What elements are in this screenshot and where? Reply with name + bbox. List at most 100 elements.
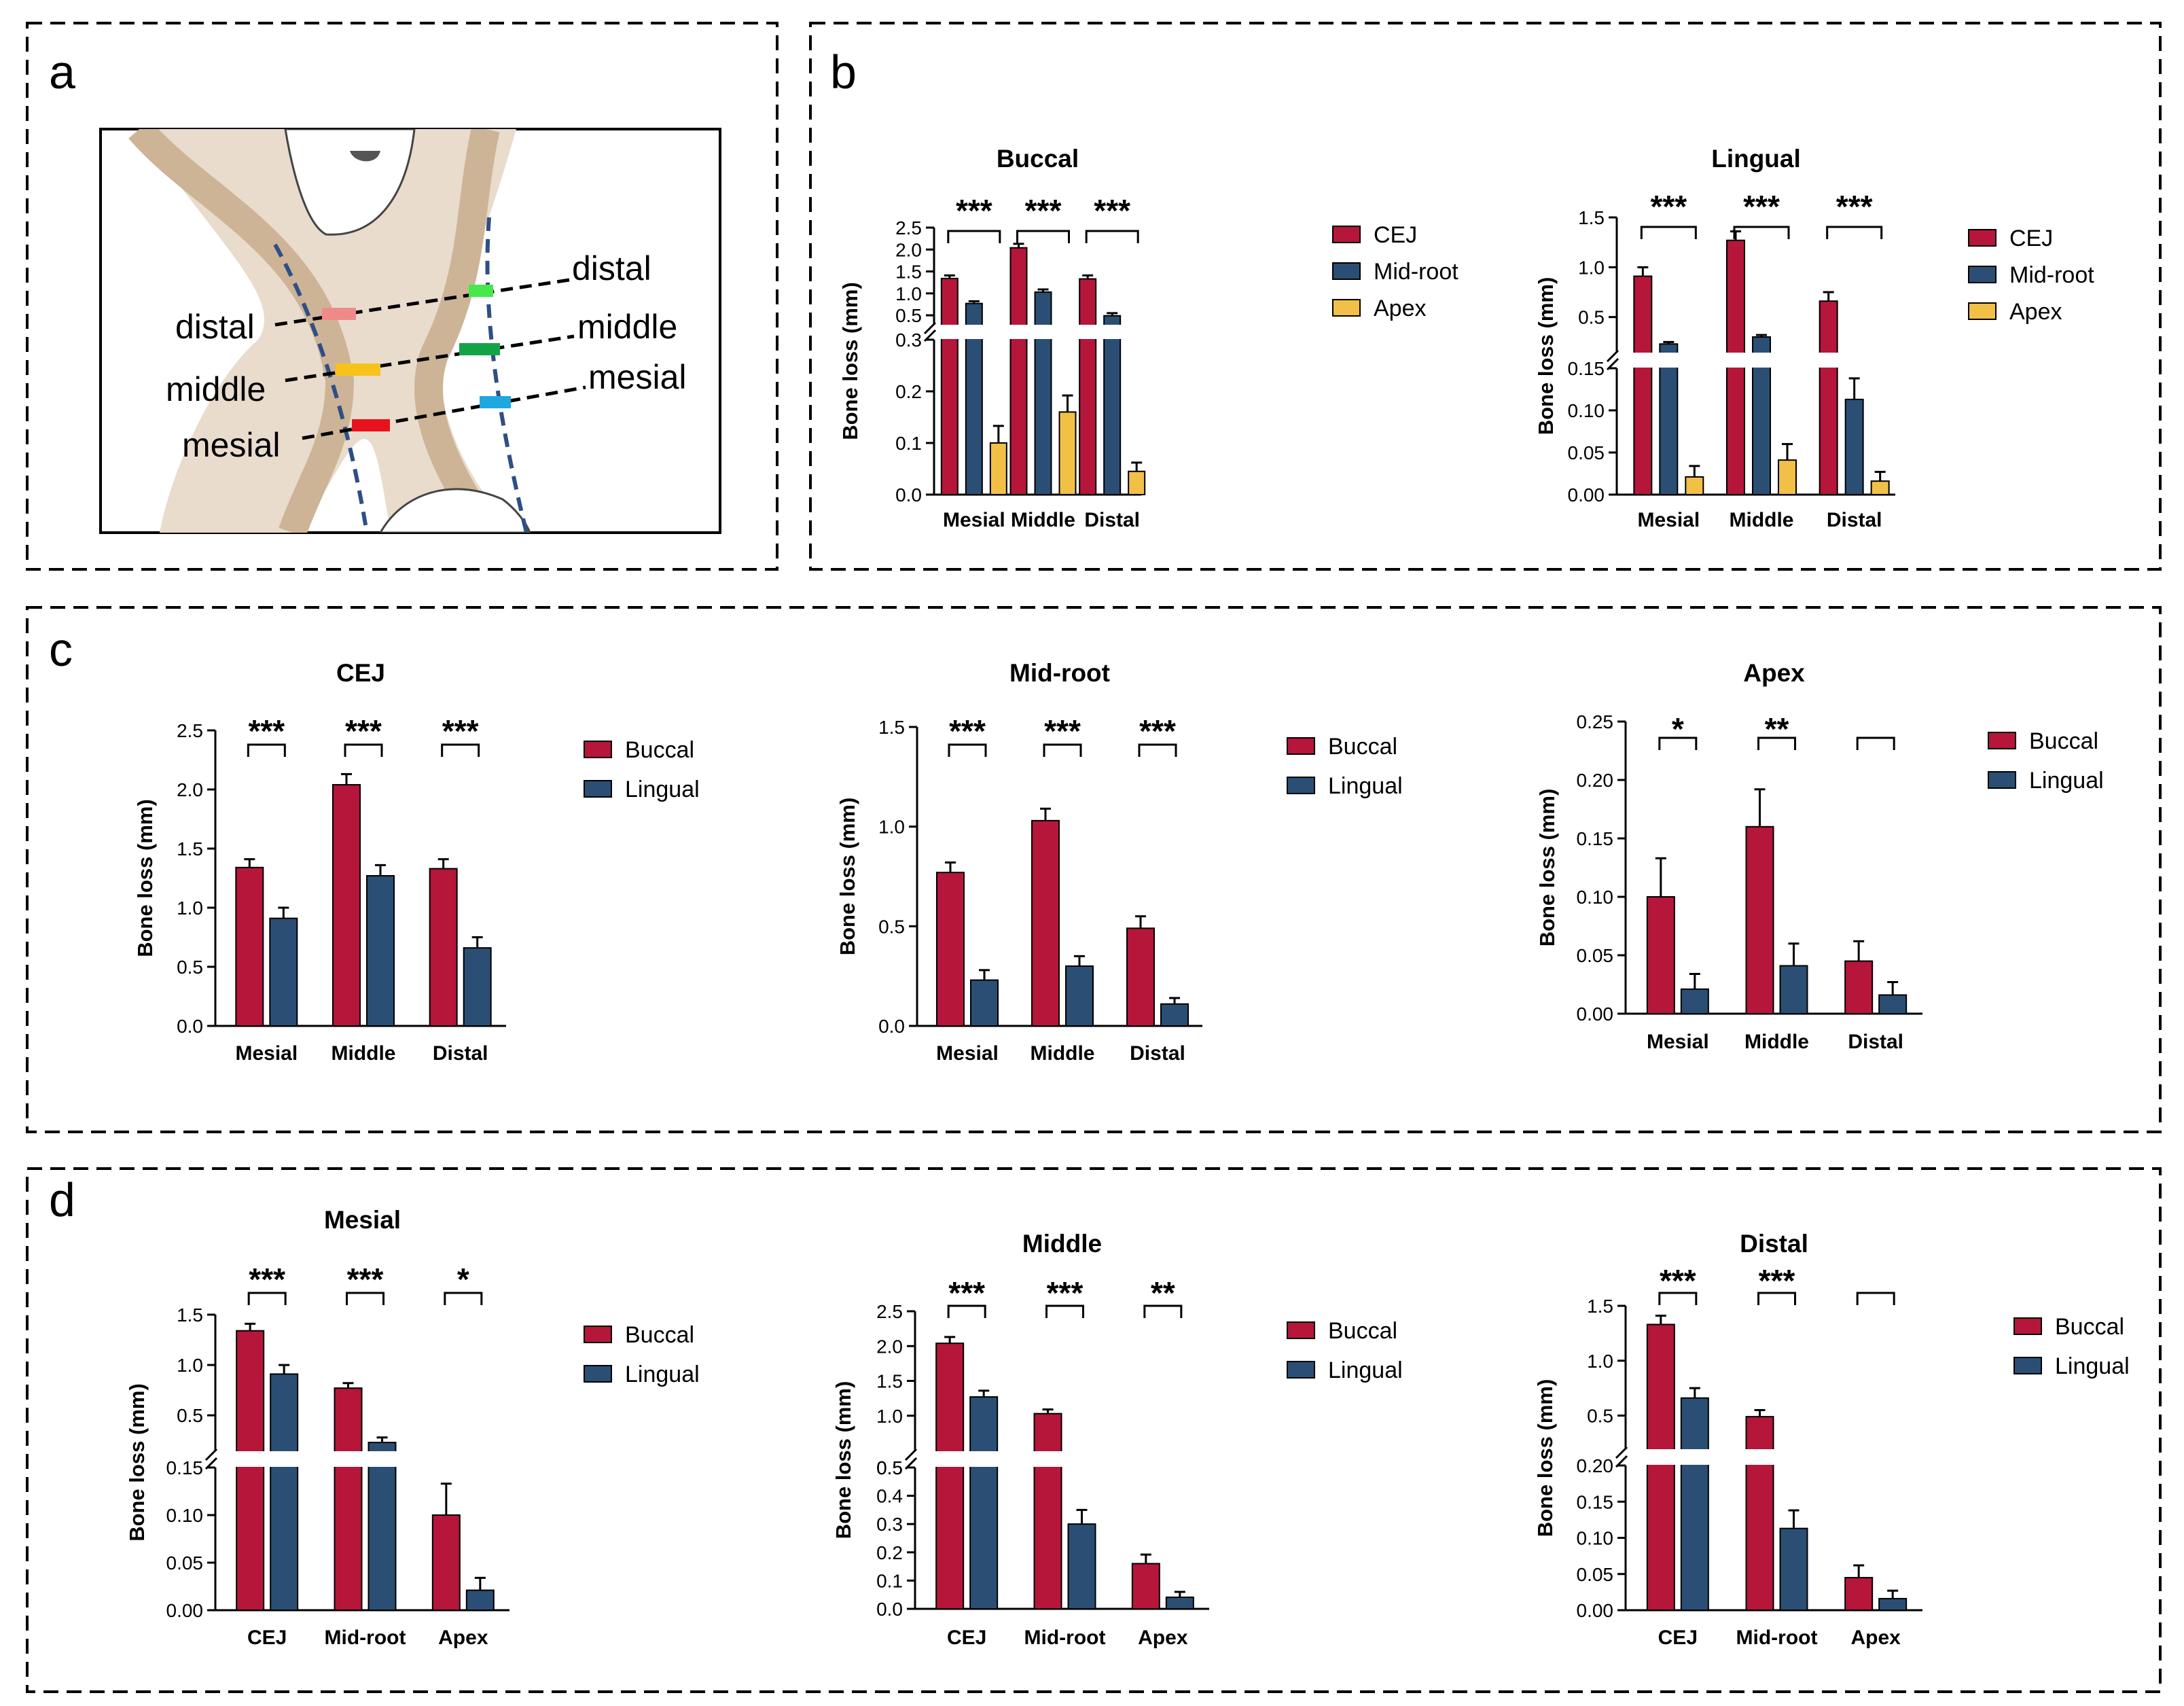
bar-lingual-apex	[1878, 1597, 1908, 1611]
y-axis-label: Bone loss (mm)	[1533, 1379, 1557, 1538]
x-tick-label: Mid-root	[1736, 1627, 1818, 1649]
x-tick-label: Apex	[1850, 1627, 1901, 1649]
y-tick-label: 0.10	[1568, 400, 1605, 421]
tooth-dark-spot	[350, 151, 380, 162]
bar-buccal-mid-root	[1745, 1416, 1774, 1611]
chart-d1: Mesial Bone loss (mm) 0.00 0.05 0.10 0.15 0.5 1…	[125, 1206, 700, 1649]
x-tick-label: Middle	[1011, 509, 1075, 531]
legend-label: Buccal	[1328, 734, 1397, 760]
x-tick-label: Mesial	[235, 1042, 298, 1065]
y-tick-label: 0.0	[177, 1016, 203, 1037]
y-tick-label: 0.00	[1568, 484, 1605, 505]
bar-apex-middle	[1778, 459, 1797, 495]
x-tick-label: Apex	[438, 1627, 488, 1649]
bar-buccal-distal	[1126, 927, 1155, 1027]
axis-break-mark	[204, 1448, 218, 1461]
y-axis-label: Bone loss (mm)	[1535, 789, 1559, 947]
significance-bracket	[444, 1292, 483, 1305]
significance-stars: ***	[949, 713, 986, 749]
legend-swatch-buccal	[2013, 1317, 2042, 1335]
y-tick-label: 1.5	[177, 838, 203, 859]
y-tick-label: 0.25	[1577, 711, 1614, 732]
legend-label: Apex	[1374, 296, 1427, 321]
axis-break-gap	[1644, 1449, 1711, 1465]
x-tick-label: Distal	[1084, 509, 1140, 531]
significance-stars: ***	[442, 713, 479, 749]
y-tick-label: 0.20	[1577, 770, 1614, 791]
y-tick-label: 0.3	[895, 330, 922, 351]
legend-label: Lingual	[2029, 768, 2104, 794]
legend-swatch-mid-root	[1332, 262, 1361, 280]
significance-bracket	[247, 743, 286, 757]
axis-break-mark	[923, 321, 937, 335]
x-tick-label: Distal	[1848, 1031, 1903, 1053]
y-tick-label: 1.0	[1578, 257, 1605, 278]
axis-break-gap	[1842, 1449, 1910, 1465]
y-tick-label: 0.5	[177, 957, 203, 978]
legend-swatch-lingual	[1287, 1361, 1315, 1379]
significance-bracket	[948, 743, 987, 757]
label-right-mesial: mesial	[588, 358, 686, 396]
y-tick-label: 0.5	[1587, 1406, 1613, 1427]
axis-break-gap	[1724, 353, 1799, 368]
panel-c-frame	[26, 606, 2162, 1133]
section-line-middle	[285, 334, 575, 383]
label-right-distal: distal	[572, 249, 651, 287]
y-tick-label: 1.0	[1587, 1351, 1613, 1372]
bar-buccal-mid-root	[1033, 1412, 1062, 1610]
legend-label: Buccal	[625, 737, 694, 763]
legend-swatch-cej	[1332, 226, 1361, 243]
y-tick-label: 0.05	[1577, 1564, 1614, 1585]
chart-title: CEJ	[336, 659, 385, 687]
bar-buccal-middle	[1031, 819, 1060, 1027]
y-tick-label: 0.5	[876, 1457, 903, 1478]
axis-break-gap	[933, 1451, 1001, 1467]
axis-break-gap	[1129, 1451, 1196, 1467]
significance-stars: *	[457, 1262, 469, 1297]
ligament-band-right	[414, 129, 501, 533]
significance-stars: ***	[1025, 193, 1062, 228]
y-tick-label: 0.05	[1568, 442, 1605, 463]
y-tick-label: 0.15	[1568, 358, 1605, 379]
bar-lingual-mesial	[269, 917, 298, 1027]
legend-label: Buccal	[2055, 1314, 2124, 1340]
legend-swatch-lingual	[2013, 1357, 2042, 1374]
y-tick-label: 0.3	[876, 1514, 903, 1535]
y-tick-label: 0.5	[1578, 307, 1605, 328]
legend-label: Lingual	[625, 1362, 700, 1387]
bar-buccal-apex	[1131, 1563, 1160, 1610]
axis-break-gap	[234, 1451, 301, 1467]
significance-bracket	[1733, 226, 1790, 239]
bar-lingual-mid-root	[1779, 1527, 1808, 1612]
y-tick-label: 0.5	[878, 916, 905, 937]
bar-buccal-middle	[332, 784, 361, 1027]
legend-label: Mid-root	[1374, 259, 1458, 285]
chart-title: Mid-root	[1009, 659, 1110, 687]
legend-label: Buccal	[625, 1322, 694, 1348]
x-tick-label: Mesial	[1647, 1031, 1709, 1053]
y-tick-label: 0.00	[1577, 1600, 1614, 1621]
legend-label: Apex	[2009, 299, 2062, 325]
marker-left-middle	[336, 363, 380, 376]
bar-mid-root-mesial	[1659, 343, 1679, 495]
legend-swatch-buccal	[1287, 737, 1315, 755]
y-tick-label: 2.0	[876, 1336, 903, 1357]
legend-swatch-cej	[1968, 229, 1997, 247]
y-tick-label: 0.5	[895, 305, 922, 326]
axis-break-gap	[1007, 325, 1079, 339]
legend-label: Lingual	[1328, 1357, 1403, 1383]
bar-buccal-mesial	[235, 866, 264, 1027]
bar-buccal-cej	[935, 1343, 965, 1610]
bar-mid-root-middle	[1034, 291, 1052, 495]
bar-apex-distal	[1870, 480, 1890, 495]
y-axis-label: Bone loss (mm)	[133, 799, 157, 957]
y-tick-label: 2.5	[177, 720, 203, 741]
y-axis-label: Bone loss (mm)	[838, 282, 862, 440]
y-tick-label: 0.10	[1577, 887, 1614, 908]
legend-swatch-lingual	[584, 780, 612, 798]
bar-buccal-distal	[1844, 960, 1874, 1014]
significance-bracket	[1856, 736, 1895, 750]
y-tick-label: 0.10	[166, 1505, 204, 1526]
